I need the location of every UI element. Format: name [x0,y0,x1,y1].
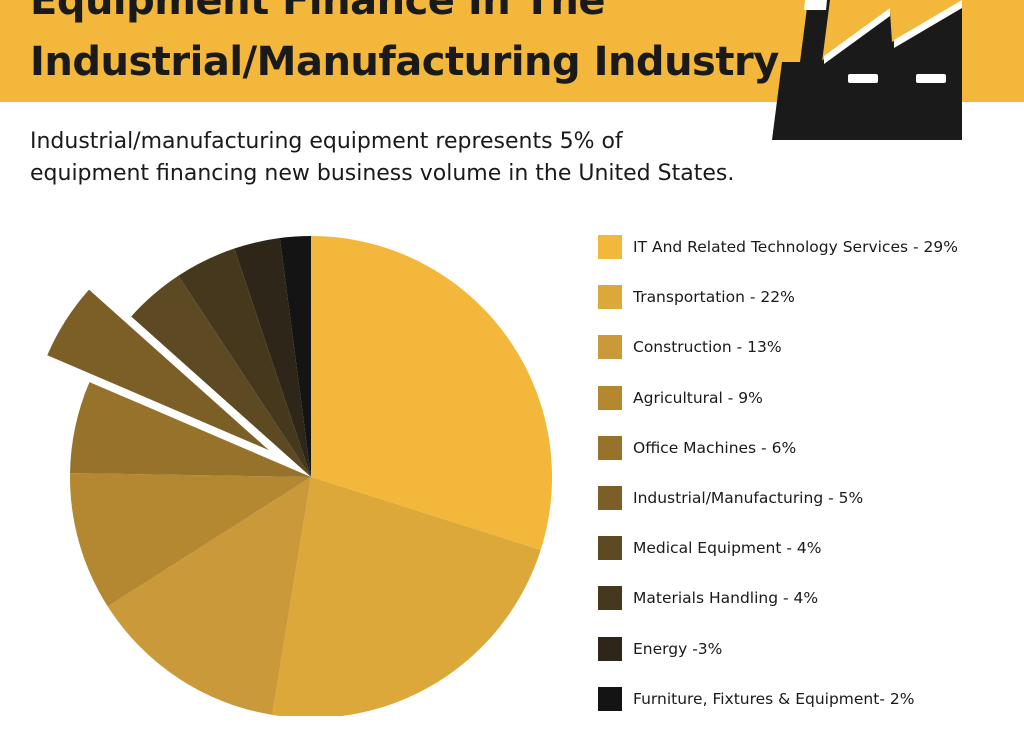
subtitle-line-1: Industrial/manufacturing equipment repre… [30,129,623,154]
legend-item: Medical Equipment - 4% [598,536,958,586]
pie-slice-10 [279,236,311,477]
pie-slice-6 [47,289,269,451]
legend-item: Energy -3% [598,636,958,687]
page-title-line-1: Equipment Finance In The [30,0,606,24]
pie-slice-5 [70,382,311,477]
chart-legend: IT And Related Technology Services - 29%… [598,235,958,737]
pie-slice-4 [70,473,312,607]
legend-swatch [598,235,622,259]
subtitle-line-2: equipment financing new business volume … [30,161,735,186]
legend-swatch [598,536,622,561]
legend-label: Construction - 13% [633,338,782,357]
subtitle: Industrial/manufacturing equipment repre… [30,126,850,190]
pie-chart [47,236,552,716]
legend-swatch [598,586,622,611]
page-title-line-2: Industrial/Manufacturing Industry [30,39,779,85]
legend-item: IT And Related Technology Services - 29% [598,235,958,285]
legend-label: Furniture, Fixtures & Equipment- 2% [633,689,915,708]
legend-swatch [598,385,622,410]
legend-label: Industrial/Manufacturing - 5% [633,488,864,507]
legend-label: IT And Related Technology Services - 29% [633,238,958,256]
legend-item: Industrial/Manufacturing - 5% [598,485,958,536]
legend-swatch [598,285,622,310]
legend-label: Transportation - 22% [633,288,795,307]
pie-slice-1 [311,236,552,550]
legend-swatch [598,636,622,661]
legend-swatch [598,435,622,460]
pie-slice-9 [234,238,311,477]
legend-item: Office Machines - 6% [598,435,958,486]
legend-label: Medical Equipment - 4% [633,539,822,558]
legend-label: Energy -3% [633,639,723,658]
legend-item: Construction - 13% [598,335,958,385]
pie-slice-7 [131,275,311,477]
factory-icon [772,0,962,140]
legend-item: Agricultural - 9% [598,385,958,436]
legend-label: Office Machines - 6% [633,438,797,457]
legend-item: Transportation - 22% [598,285,958,335]
pie-slice-3 [107,477,311,715]
legend-item: Furniture, Fixtures & Equipment- 2% [598,686,958,737]
legend-item: Materials Handling - 4% [598,586,958,636]
legend-label: Agricultural - 9% [633,388,763,407]
legend-swatch [598,686,622,711]
legend-swatch [598,335,622,360]
pie-slice-8 [178,248,311,477]
pie-slice-2 [272,477,541,716]
legend-label: Materials Handling - 4% [633,589,819,608]
legend-swatch [598,485,622,510]
